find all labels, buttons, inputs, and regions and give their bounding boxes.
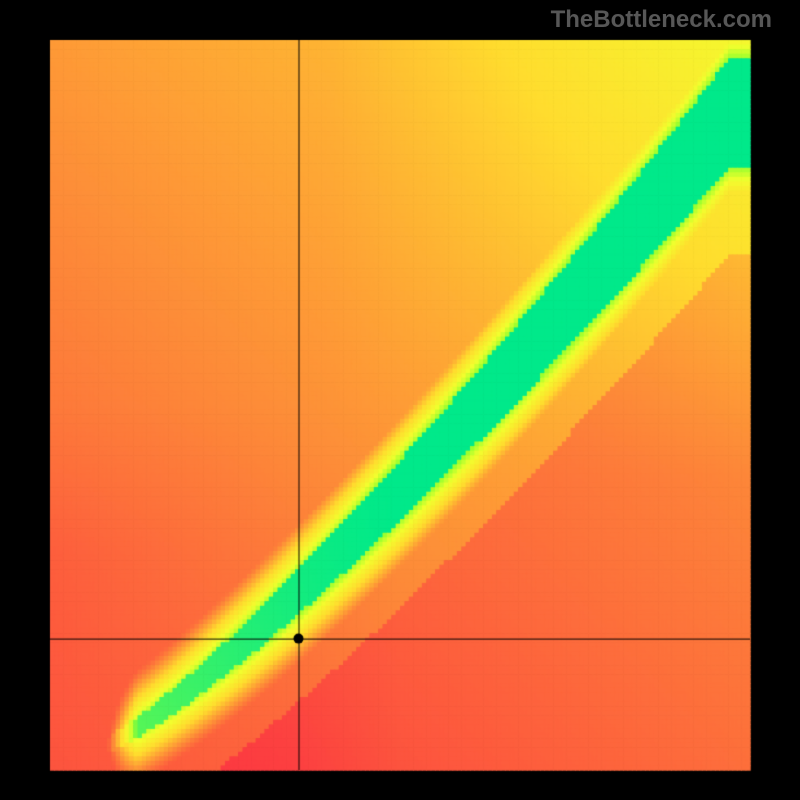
bottleneck-heatmap [0, 0, 800, 800]
watermark-text: TheBottleneck.com [551, 6, 772, 34]
chart-container: TheBottleneck.com [0, 0, 800, 800]
